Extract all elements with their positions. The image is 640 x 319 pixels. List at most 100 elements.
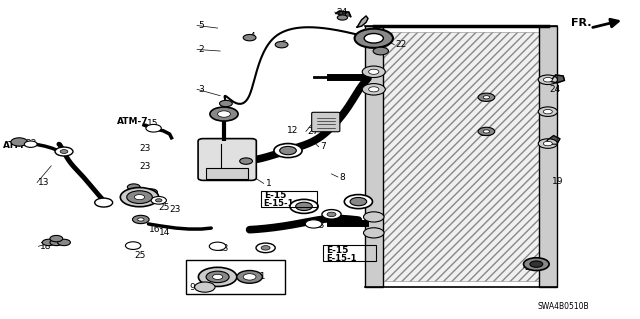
Circle shape bbox=[210, 107, 238, 121]
Circle shape bbox=[256, 243, 275, 253]
Text: 26: 26 bbox=[261, 244, 273, 253]
Circle shape bbox=[543, 141, 552, 146]
Circle shape bbox=[364, 212, 384, 222]
Circle shape bbox=[127, 194, 140, 200]
Circle shape bbox=[243, 274, 256, 280]
Text: ATM-7: ATM-7 bbox=[3, 141, 35, 150]
Text: 15: 15 bbox=[147, 119, 159, 128]
Text: 16: 16 bbox=[148, 225, 160, 234]
Circle shape bbox=[344, 195, 372, 209]
Circle shape bbox=[195, 282, 215, 292]
Text: 20: 20 bbox=[525, 263, 536, 272]
Text: 22: 22 bbox=[396, 40, 407, 49]
Circle shape bbox=[156, 199, 162, 202]
Circle shape bbox=[483, 130, 490, 133]
Text: 24: 24 bbox=[549, 85, 561, 94]
Text: 23: 23 bbox=[140, 144, 151, 153]
Circle shape bbox=[120, 188, 159, 207]
Text: 12: 12 bbox=[287, 126, 298, 135]
Bar bbox=[381, 32, 541, 281]
Circle shape bbox=[280, 146, 296, 155]
Circle shape bbox=[237, 271, 262, 283]
FancyBboxPatch shape bbox=[198, 138, 256, 181]
Circle shape bbox=[151, 197, 166, 204]
Circle shape bbox=[364, 228, 384, 238]
Circle shape bbox=[478, 127, 495, 136]
Text: 23: 23 bbox=[26, 139, 37, 148]
Circle shape bbox=[243, 34, 256, 41]
FancyBboxPatch shape bbox=[312, 112, 340, 132]
Text: 6: 6 bbox=[280, 40, 286, 48]
Circle shape bbox=[50, 239, 63, 246]
Circle shape bbox=[305, 220, 322, 228]
Text: 24: 24 bbox=[336, 8, 348, 17]
Text: 23: 23 bbox=[218, 244, 229, 253]
Text: 14: 14 bbox=[159, 228, 170, 237]
Circle shape bbox=[530, 261, 543, 267]
Text: 21: 21 bbox=[480, 130, 492, 138]
Circle shape bbox=[209, 242, 226, 250]
Circle shape bbox=[11, 138, 28, 146]
Text: 21: 21 bbox=[480, 94, 492, 103]
Text: 13: 13 bbox=[38, 178, 50, 187]
Text: 27: 27 bbox=[307, 127, 319, 136]
Bar bbox=[323, 245, 376, 261]
Text: 23: 23 bbox=[140, 162, 151, 171]
Circle shape bbox=[24, 141, 37, 147]
Text: 23: 23 bbox=[314, 221, 325, 230]
Text: E-15-1: E-15-1 bbox=[326, 254, 357, 263]
Circle shape bbox=[146, 124, 161, 132]
Bar bbox=[365, 26, 383, 287]
Circle shape bbox=[132, 215, 149, 224]
Text: E-15: E-15 bbox=[264, 191, 286, 200]
Text: 11: 11 bbox=[255, 272, 266, 281]
Circle shape bbox=[206, 271, 229, 283]
Circle shape bbox=[138, 218, 144, 221]
Circle shape bbox=[373, 47, 388, 55]
Text: 23: 23 bbox=[170, 205, 181, 214]
Circle shape bbox=[543, 109, 552, 114]
Circle shape bbox=[218, 111, 230, 117]
Text: SWA4B0510B: SWA4B0510B bbox=[538, 302, 589, 311]
Text: 18: 18 bbox=[40, 242, 51, 251]
Circle shape bbox=[275, 41, 288, 48]
Text: 17: 17 bbox=[134, 189, 146, 198]
Circle shape bbox=[296, 202, 312, 211]
Circle shape bbox=[145, 189, 157, 195]
Circle shape bbox=[42, 239, 55, 246]
Bar bbox=[539, 26, 557, 287]
Circle shape bbox=[322, 210, 341, 219]
Circle shape bbox=[538, 75, 557, 85]
Circle shape bbox=[538, 107, 557, 116]
Circle shape bbox=[50, 235, 63, 242]
Circle shape bbox=[127, 184, 140, 190]
Circle shape bbox=[274, 144, 302, 158]
Circle shape bbox=[125, 242, 141, 249]
Text: 26: 26 bbox=[330, 212, 341, 221]
Circle shape bbox=[261, 246, 270, 250]
Text: E-15-1: E-15-1 bbox=[264, 199, 294, 208]
Text: E-15: E-15 bbox=[326, 246, 349, 255]
Circle shape bbox=[58, 239, 70, 246]
Circle shape bbox=[198, 267, 237, 286]
Text: 4: 4 bbox=[250, 32, 255, 41]
Circle shape bbox=[478, 93, 495, 101]
Circle shape bbox=[524, 258, 549, 271]
Text: 25: 25 bbox=[159, 204, 170, 212]
Circle shape bbox=[483, 96, 490, 99]
Text: 7: 7 bbox=[320, 142, 326, 151]
Circle shape bbox=[369, 69, 379, 74]
Circle shape bbox=[60, 150, 68, 153]
Bar bbox=[186, 260, 285, 294]
Circle shape bbox=[337, 15, 348, 20]
Circle shape bbox=[127, 191, 152, 204]
Polygon shape bbox=[547, 136, 560, 144]
Text: 1: 1 bbox=[266, 179, 271, 188]
Polygon shape bbox=[336, 11, 351, 17]
Circle shape bbox=[538, 139, 557, 148]
Circle shape bbox=[212, 274, 223, 279]
Circle shape bbox=[327, 212, 336, 217]
Circle shape bbox=[290, 199, 318, 213]
Text: ATM-7: ATM-7 bbox=[117, 117, 148, 126]
Circle shape bbox=[362, 84, 385, 95]
